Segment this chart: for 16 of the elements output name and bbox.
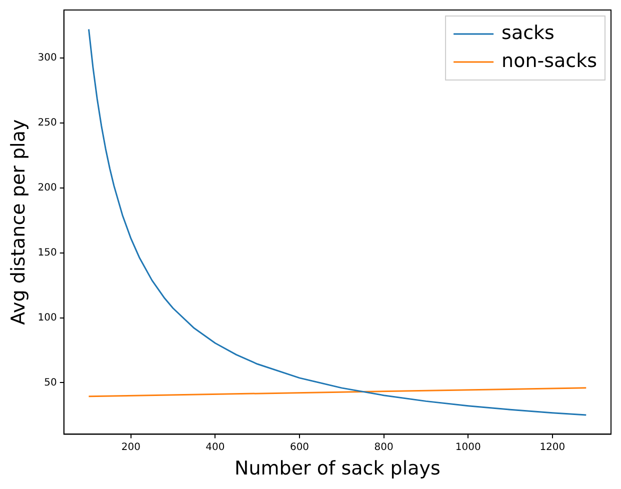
x-tick-label: 200 <box>121 442 140 453</box>
y-tick-label: 50 <box>44 377 57 388</box>
y-tick-label: 100 <box>38 312 57 324</box>
y-tick-label: 300 <box>38 52 57 64</box>
y-tick-label: 200 <box>38 182 57 194</box>
legend-label: sacks <box>502 22 554 44</box>
x-tick-label: 1000 <box>455 442 481 453</box>
legend-label: non-sacks <box>502 50 598 72</box>
y-tick-label: 150 <box>38 247 57 258</box>
y-tick-label: 250 <box>38 117 57 128</box>
x-tick-label: 1200 <box>540 442 566 453</box>
x-tick-label: 400 <box>206 442 225 453</box>
y-axis-title: Avg distance per play <box>7 119 30 325</box>
x-tick-label: 600 <box>290 442 310 453</box>
x-tick-label: 800 <box>374 442 394 453</box>
x-axis-title: Number of sack plays <box>234 458 440 480</box>
